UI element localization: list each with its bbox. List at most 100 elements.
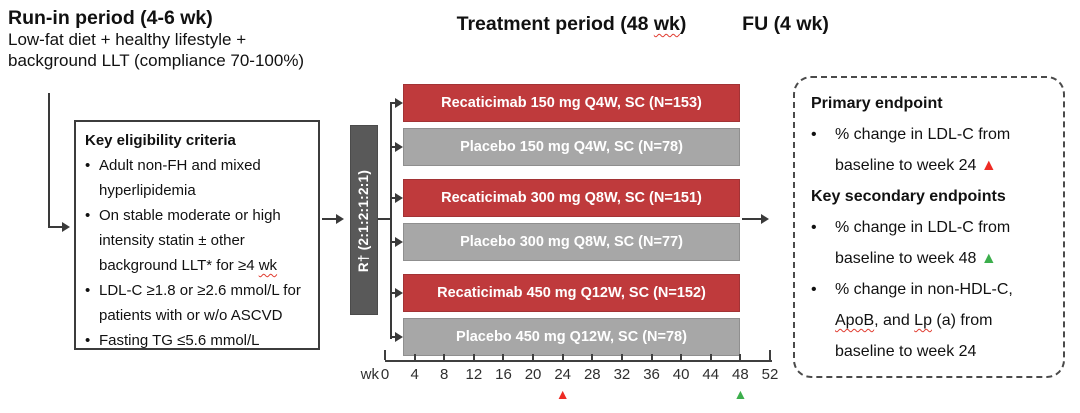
week-axis-unit-label: wk: [360, 366, 379, 383]
bullet-icon: •: [85, 282, 91, 299]
arm-label: Recaticimab 150 mg Q4W, SC (N=153): [441, 95, 702, 111]
endpoint-bullet-text: % change in LDL-C from baseline to week …: [835, 212, 1049, 274]
arm-label: Placebo 300 mg Q8W, SC (N=77): [460, 234, 683, 250]
axis-tick: [709, 354, 712, 360]
eligibility-criteria-box: Key eligibility criteria • Adult non-FH a…: [74, 120, 320, 350]
axis-tick: [680, 354, 683, 360]
text-segment: On stable moderate or high intensity sta…: [99, 207, 281, 274]
axis-tick: [443, 354, 446, 360]
eligibility-title: Key eligibility criteria: [85, 132, 236, 149]
axis-tick: [620, 354, 623, 360]
bullet-icon: •: [85, 207, 91, 224]
axis-tick-label: 16: [495, 366, 512, 383]
axis-tick: [650, 354, 653, 360]
axis-tick-label: 44: [702, 366, 720, 383]
axis-tick-label: 40: [672, 366, 690, 383]
eligibility-bullet-text: On stable moderate or high intensity sta…: [99, 203, 309, 278]
axis-tick-label: 24: [554, 366, 572, 383]
arm-bar-gray-6: Placebo 450 mg Q12W, SC (N=78): [403, 318, 740, 356]
follow-up-title: FU (4 wk): [742, 13, 829, 35]
red-triangle-icon: ▲: [980, 157, 997, 174]
axis-tick: [384, 350, 386, 360]
arm-label: Recaticimab 300 mg Q8W, SC (N=151): [441, 190, 702, 206]
axis-tick-label: 28: [583, 366, 601, 383]
text-segment: wk: [258, 257, 278, 274]
axis-tick-label: 20: [524, 366, 542, 383]
text-segment: Treatment period (48: [456, 13, 654, 35]
run-in-line-1: Low-fat diet + healthy lifestyle +: [8, 30, 247, 49]
text-segment: wk: [653, 13, 680, 35]
text-segment: ApoB: [835, 312, 875, 329]
text-segment: Lp: [914, 312, 932, 329]
week-axis-baseline: [385, 360, 772, 362]
endpoint-bullet: • % change in non-HDL-C, ApoB, and Lp (a)…: [811, 274, 1049, 367]
arm-bar-gray-4: Placebo 300 mg Q8W, SC (N=77): [403, 223, 740, 261]
text-segment: ): [679, 13, 687, 35]
eligibility-bullet: • Adult non-FH and mixed hyperlipidemia: [85, 153, 309, 203]
axis-tick: [472, 354, 475, 360]
arm-bar-red-5: Recaticimab 450 mg Q12W, SC (N=152): [403, 274, 740, 312]
randomization-bar: R† (2:1:2:1:2:1): [350, 125, 378, 315]
branch-arrow-line: [390, 146, 396, 148]
bullet-icon: •: [85, 332, 91, 349]
randomization-ratio-label: R† (2:1:2:1:2:1): [356, 169, 371, 273]
arrowhead-icon: [395, 142, 403, 152]
arrowhead-icon: [395, 193, 403, 203]
eligibility-bullet: • LDL-C ≥1.8 or ≥2.6 mmol/L for patients …: [85, 278, 309, 328]
treatment-period-title: Treatment period (48 wk): [403, 13, 740, 36]
axis-tick-label: 4: [410, 366, 419, 383]
bullet-icon: •: [85, 157, 91, 174]
red-triangle-icon: ▲: [555, 386, 570, 402]
eligibility-bullet-text: Adult non-FH and mixed hyperlipidemia: [99, 153, 309, 203]
axis-tick: [591, 354, 594, 360]
run-in-line-2: background LLT (compliance 70-100%): [8, 51, 305, 70]
axis-tick-label: 0: [380, 366, 390, 383]
eligibility-bullet-text: LDL-C ≥1.8 or ≥2.6 mmol/L for patients w…: [99, 278, 309, 328]
arrowhead-icon: [395, 237, 403, 247]
arm-label: Placebo 450 mg Q12W, SC (N=78): [456, 329, 687, 345]
arm-bar-gray-2: Placebo 150 mg Q4W, SC (N=78): [403, 128, 740, 166]
axis-tick: [532, 354, 535, 360]
text-segment: % change in LDL-C from baseline to week …: [835, 126, 1011, 174]
run-in-period-title: Run-in period (4-6 wk): [8, 7, 213, 29]
arm-label: Recaticimab 450 mg Q12W, SC (N=152): [437, 285, 706, 301]
axis-tick: [413, 354, 416, 360]
branch-arrow-line: [390, 241, 396, 243]
eligibility-to-randomization-arrow: [322, 218, 338, 220]
endpoint-bullet-text: % change in non-HDL-C, ApoB, and Lp (a) …: [835, 274, 1049, 367]
randomization-branch-line: [390, 102, 392, 339]
branch-arrow-line: [390, 197, 396, 199]
arm-label: Placebo 150 mg Q4W, SC (N=78): [460, 139, 683, 155]
text-segment: LDL-C ≥1.8 or ≥2.6 mmol/L for patients w…: [99, 282, 301, 324]
bullet-icon: •: [811, 219, 817, 236]
branch-arrow-line: [390, 292, 396, 294]
eligibility-bullet: • On stable moderate or high intensity st…: [85, 203, 309, 278]
eligibility-bullet-text: Fasting TG ≤5.6 mmol/L: [99, 328, 309, 353]
text-segment: , and: [874, 312, 915, 329]
axis-tick: [768, 350, 771, 360]
axis-tick-label: 32: [613, 366, 631, 383]
axis-tick-label: 12: [465, 366, 483, 383]
endpoints-panel: Primary endpoint • % change in LDL-C from …: [793, 76, 1065, 378]
endpoint-bullet: • % change in LDL-C from baseline to week…: [811, 212, 1049, 274]
text-segment: Fasting TG ≤5.6 mmol/L: [99, 332, 260, 349]
axis-tick-label: 52: [761, 366, 779, 383]
axis-tick: [561, 354, 564, 360]
arms-to-endpoints-arrow: [742, 218, 762, 220]
text-segment: % change in LDL-C from baseline to week …: [835, 219, 1011, 267]
endpoints-header: Key secondary endpoints: [811, 188, 1006, 205]
run-in-elbow-arrow-horizontal: [48, 226, 64, 228]
arrowhead-icon: [336, 214, 344, 224]
axis-tick-label: 48: [732, 366, 749, 383]
arrowhead-icon: [395, 332, 403, 342]
arrowhead-icon: [761, 214, 769, 224]
endpoints-header: Primary endpoint: [811, 95, 943, 112]
arrowhead-icon: [395, 288, 403, 298]
endpoint-bullet-text: % change in LDL-C from baseline to week …: [835, 119, 1049, 181]
branch-arrow-line: [390, 336, 396, 338]
eligibility-bullet: • Fasting TG ≤5.6 mmol/L: [85, 328, 309, 353]
arrowhead-icon: [395, 98, 403, 108]
arrowhead-icon: [62, 222, 70, 232]
axis-tick-label: 8: [440, 366, 449, 383]
